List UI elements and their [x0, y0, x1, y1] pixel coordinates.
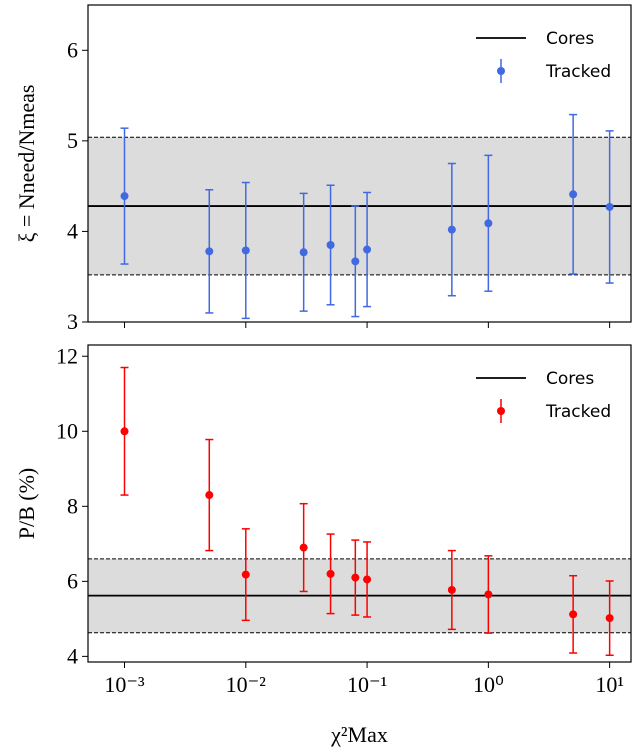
- legend-label: Cores: [546, 369, 594, 389]
- point: [326, 241, 335, 250]
- legend-marker: [497, 407, 505, 415]
- point: [351, 573, 360, 582]
- point: [326, 569, 335, 578]
- point: [241, 246, 250, 255]
- y-tick-label: 4: [67, 218, 78, 243]
- x-tick-label: 10⁰: [473, 672, 504, 697]
- point: [605, 202, 614, 211]
- point: [205, 491, 214, 500]
- point: [120, 427, 129, 436]
- y-tick-label: 8: [67, 493, 78, 518]
- x-tick-label: 10¹: [595, 672, 624, 697]
- x-tick-label: 10⁻³: [104, 672, 145, 697]
- y-tick-label: 10: [56, 418, 78, 443]
- plot-frame: [87, 344, 632, 663]
- y-tick-label: 6: [67, 37, 78, 62]
- legend-label: Tracked: [545, 62, 611, 82]
- point: [363, 245, 372, 254]
- y-tick-label: 3: [67, 309, 78, 334]
- point: [605, 614, 614, 623]
- point: [569, 610, 578, 619]
- y-tick-label: 5: [67, 128, 78, 153]
- legend-marker: [497, 67, 505, 75]
- legend-label: Tracked: [545, 402, 611, 422]
- point: [205, 247, 214, 256]
- point: [447, 585, 456, 594]
- y-axis-label: ξ = Nneed/Nmeas: [14, 85, 39, 243]
- x-tick-label: 10⁻²: [226, 672, 267, 697]
- point: [447, 225, 456, 234]
- y-tick-label: 4: [67, 643, 78, 668]
- y-tick-label: 6: [67, 568, 78, 593]
- point: [120, 192, 129, 201]
- x-axis-label: χ²Max: [330, 722, 388, 747]
- legend-label: Cores: [546, 29, 594, 49]
- point: [299, 248, 308, 257]
- point: [351, 257, 360, 266]
- plot-frame: [87, 4, 632, 323]
- point: [569, 190, 578, 199]
- y-axis-label: P/B (%): [14, 468, 39, 540]
- point: [299, 543, 308, 552]
- point: [484, 590, 493, 599]
- point: [241, 570, 250, 579]
- point: [363, 575, 372, 584]
- x-tick-label: 10⁻¹: [347, 672, 387, 697]
- point: [484, 219, 493, 228]
- y-tick-label: 12: [56, 343, 78, 368]
